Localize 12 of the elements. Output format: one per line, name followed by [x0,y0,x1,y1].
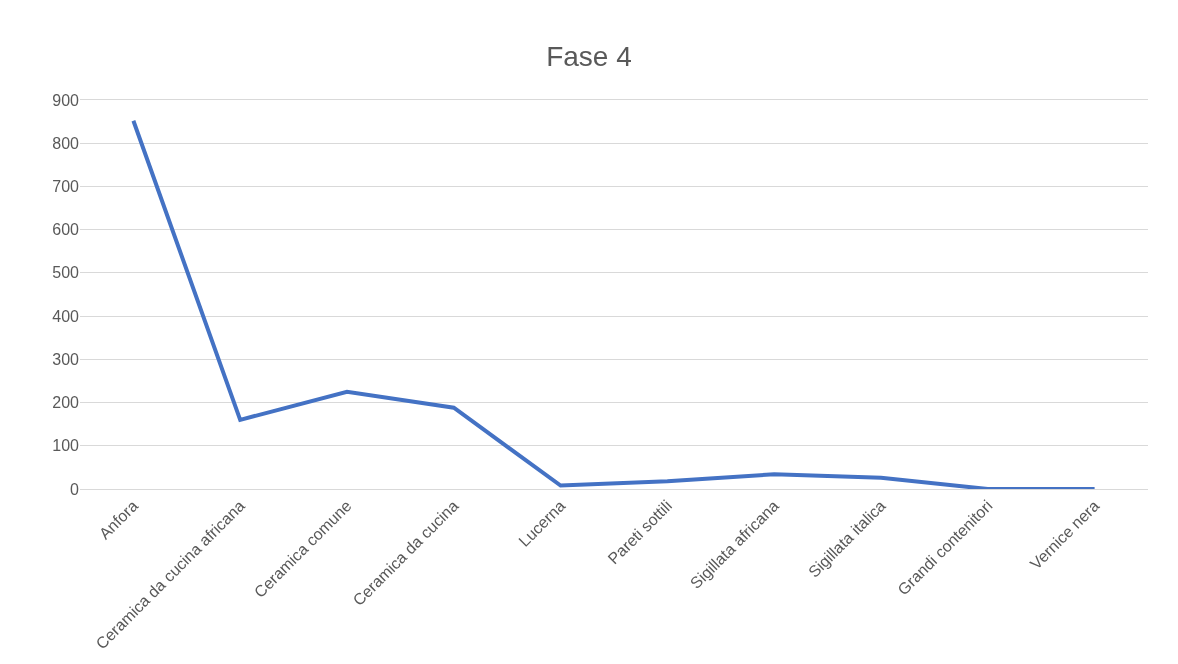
y-tick-label: 0 [70,480,80,498]
chart-title: Fase 4 [546,41,632,73]
y-tick-label: 600 [52,221,80,239]
y-tick-label: 800 [52,134,80,152]
y-tick-label: 100 [52,437,80,455]
y-tick-label: 900 [52,91,80,109]
y-tick-label: 300 [52,350,80,368]
y-tick-label: 200 [52,394,80,412]
line-series [131,118,1097,489]
y-tick-label: 700 [52,178,80,196]
y-tick-label: 400 [52,307,80,325]
y-tick-label: 500 [52,264,80,282]
